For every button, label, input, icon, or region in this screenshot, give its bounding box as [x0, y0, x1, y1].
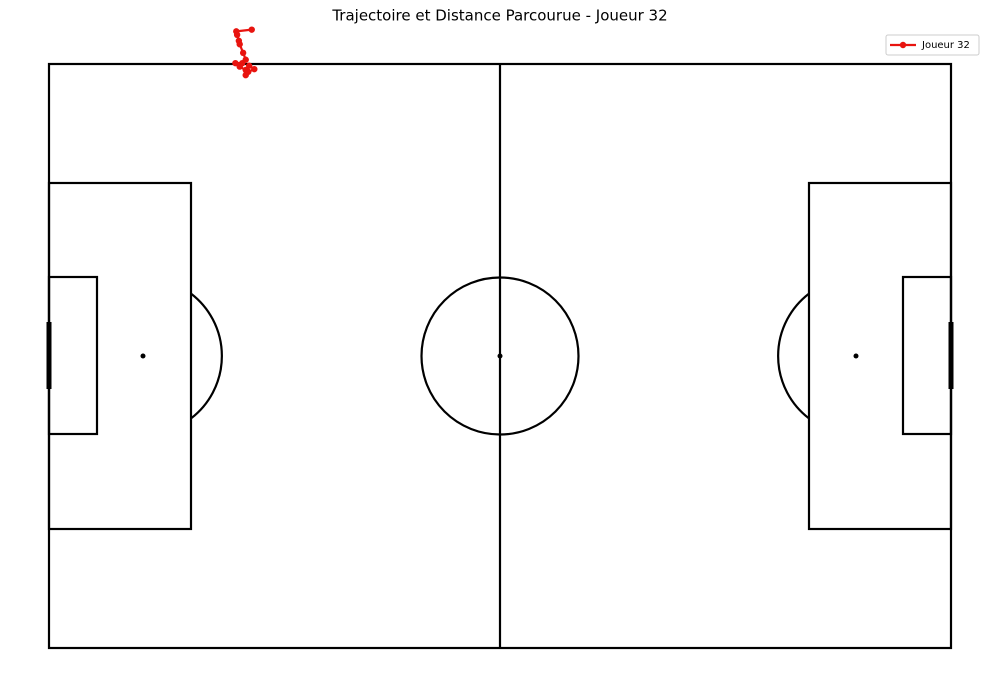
trajectory-point	[248, 26, 255, 33]
chart-title: Trajectoire et Distance Parcourue - Joue…	[331, 7, 667, 25]
trajectory-point	[245, 68, 252, 75]
trajectory-point	[233, 31, 241, 38]
trajectory-point	[236, 63, 243, 70]
trajectory-point	[239, 49, 247, 57]
trajectory-point	[245, 62, 253, 69]
penalty-spot	[140, 353, 146, 359]
center-spot	[497, 353, 503, 359]
pitch	[46, 62, 954, 650]
legend-label: Joueur 32	[921, 40, 970, 51]
legend-marker	[899, 41, 907, 49]
legend-box	[885, 34, 980, 56]
trajectory-point	[232, 59, 239, 67]
trajectory-point	[236, 41, 243, 48]
penalty-spot	[853, 353, 859, 359]
trajectory-point	[251, 65, 258, 73]
